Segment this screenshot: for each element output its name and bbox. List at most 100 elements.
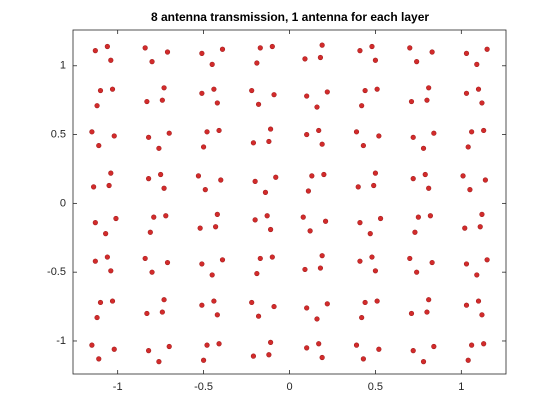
point — [249, 87, 255, 94]
point — [159, 97, 165, 103]
point — [316, 127, 322, 134]
point — [108, 170, 114, 176]
point — [146, 348, 152, 354]
point — [367, 231, 373, 237]
point — [144, 98, 150, 105]
point — [479, 100, 485, 106]
point — [249, 299, 255, 306]
point — [482, 177, 488, 183]
point — [460, 173, 466, 179]
y-tick-label: 0.5 — [51, 128, 66, 140]
point — [269, 43, 275, 50]
point — [219, 46, 226, 52]
point — [106, 182, 112, 189]
point — [195, 173, 202, 179]
point — [199, 90, 205, 96]
point — [362, 299, 368, 306]
point — [321, 171, 327, 178]
point — [250, 353, 257, 359]
point — [149, 269, 155, 275]
point — [316, 341, 322, 347]
point — [147, 229, 153, 235]
point — [359, 103, 365, 109]
point — [108, 57, 114, 63]
point — [307, 228, 313, 234]
point — [254, 60, 260, 66]
point — [199, 302, 205, 308]
point — [353, 129, 360, 135]
point — [163, 213, 169, 219]
point — [200, 144, 207, 150]
point — [108, 268, 114, 274]
point — [429, 49, 435, 55]
point — [156, 359, 162, 365]
point — [164, 259, 171, 266]
point — [262, 189, 269, 195]
point — [463, 261, 470, 267]
point — [355, 184, 361, 190]
point — [475, 86, 482, 92]
point — [104, 254, 110, 260]
point — [407, 255, 413, 262]
point — [477, 224, 483, 230]
point — [324, 89, 330, 95]
point — [420, 359, 427, 365]
point — [426, 85, 432, 91]
point — [357, 48, 363, 54]
point — [218, 177, 224, 183]
point — [463, 90, 470, 96]
point — [257, 45, 263, 51]
point — [422, 171, 428, 178]
point — [374, 298, 380, 304]
point — [204, 342, 210, 348]
point — [481, 341, 487, 347]
point — [415, 214, 421, 220]
point — [302, 266, 308, 273]
point — [142, 255, 148, 262]
point — [219, 257, 226, 263]
point — [111, 346, 117, 352]
point — [467, 187, 473, 193]
point — [204, 129, 210, 135]
point — [357, 258, 363, 264]
point — [484, 46, 490, 52]
point — [96, 356, 102, 362]
point — [484, 257, 490, 263]
x-tick-label: -1 — [113, 381, 123, 393]
point — [271, 92, 277, 98]
point — [91, 184, 97, 190]
point — [377, 215, 384, 222]
point — [142, 45, 148, 51]
point — [216, 341, 222, 347]
point — [94, 314, 100, 321]
point — [166, 343, 172, 350]
point — [319, 141, 325, 147]
point — [317, 265, 324, 271]
point — [410, 176, 416, 182]
point — [146, 176, 152, 182]
point — [269, 254, 275, 260]
x-tick-label: 0.5 — [368, 381, 383, 393]
point — [214, 100, 220, 106]
point — [424, 309, 430, 315]
point — [369, 254, 375, 260]
point — [431, 130, 437, 136]
point — [113, 215, 119, 222]
point — [462, 225, 468, 231]
point — [463, 302, 470, 308]
point — [104, 43, 110, 50]
point — [254, 270, 260, 277]
point — [314, 104, 320, 110]
point — [353, 342, 360, 348]
point — [319, 42, 325, 48]
point — [319, 354, 325, 361]
point — [211, 298, 217, 304]
point — [213, 224, 219, 230]
point — [267, 339, 274, 345]
point — [424, 97, 430, 103]
point — [103, 231, 109, 237]
point — [431, 343, 437, 350]
point — [317, 54, 324, 61]
